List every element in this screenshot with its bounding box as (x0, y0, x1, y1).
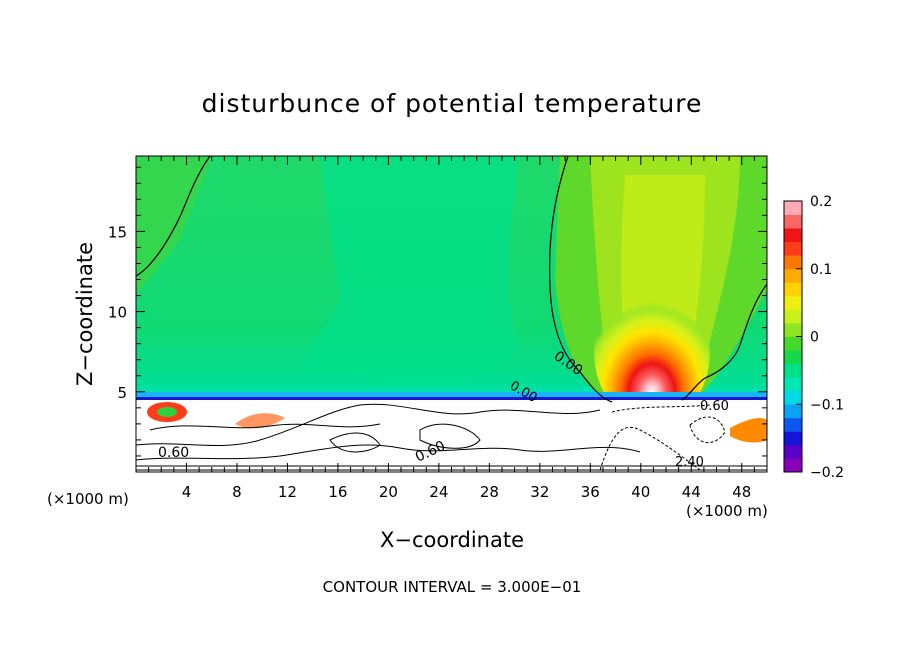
x-tick-label: 32 (530, 483, 549, 501)
x-unit-right: (×1000 m) (686, 502, 768, 520)
y-tick-label: 5 (117, 384, 127, 402)
field-upper-middle (300, 156, 520, 380)
colorbar-swatch (784, 241, 802, 256)
colorbar-swatch (784, 214, 802, 229)
plot-area (136, 156, 767, 472)
x-axis: 4 8 12 16 20 24 28 32 36 40 44 48 (148, 156, 755, 501)
colorbar-swatch (784, 282, 802, 297)
colorbar-swatch (784, 309, 802, 324)
colorbar-swatch (784, 404, 802, 419)
colorbar-swatch (784, 431, 802, 446)
contour-label: 0.60 (700, 399, 729, 414)
interface-layer (136, 392, 767, 397)
mid-warm-streak (235, 413, 285, 429)
colorbar-swatch (784, 350, 802, 364)
y-tick-label: 15 (108, 223, 127, 241)
x-tick-label: 4 (182, 483, 192, 501)
right-edge-blob (730, 417, 767, 443)
colorbar-swatch (784, 444, 802, 459)
contour-interval-note: CONTOUR INTERVAL = 3.000E−01 (323, 578, 582, 596)
colorbar-swatch (784, 377, 802, 392)
y-tick-label: 10 (108, 304, 127, 322)
colorbar-swatch (784, 458, 802, 473)
y-axis-title: Z−coordinate (73, 242, 97, 386)
contour-label: 2.40 (675, 455, 704, 470)
x-tick-label: 8 (232, 483, 242, 501)
colorbar-tick-label: −0.1 (810, 397, 844, 413)
colorbar-swatch (784, 417, 802, 432)
x-tick-label: 24 (429, 483, 448, 501)
lower-region (136, 400, 767, 472)
chart-title: disturbunce of potential temperature (202, 89, 703, 118)
contour-label: 0.60 (158, 445, 189, 461)
x-unit-left: (×1000 m) (47, 490, 129, 508)
warm-bubble (594, 280, 710, 424)
colorbar-swatch (784, 363, 802, 378)
colorbar-swatch (784, 336, 802, 351)
colorbar-swatch (784, 268, 802, 283)
x-tick-label: 48 (732, 483, 751, 501)
colorbar-swatch (784, 322, 802, 337)
colorbar-tick-label: 0 (810, 330, 819, 346)
colorbar-tick-label: 0.1 (810, 262, 832, 278)
colorbar-swatch (784, 201, 802, 215)
colorbar-swatch (784, 295, 802, 310)
x-tick-label: 28 (480, 483, 499, 501)
x-tick-label: 40 (631, 483, 650, 501)
colorbar-swatch (784, 255, 802, 270)
colorbar-tick-label: 0.2 (810, 194, 832, 210)
x-tick-label: 12 (278, 483, 297, 501)
colorbar-tick-label: −0.2 (810, 465, 844, 481)
left-warm-blob-core (157, 407, 177, 417)
colorbar-swatch (784, 228, 802, 243)
x-tick-label: 36 (581, 483, 600, 501)
zero-contours (136, 156, 767, 403)
x-tick-label: 44 (682, 483, 701, 501)
interface-layer-dark (136, 397, 767, 400)
x-tick-label: 20 (379, 483, 398, 501)
y-axis: 5 10 15 (108, 166, 767, 457)
x-axis-title: X−coordinate (380, 528, 524, 552)
colorbar-swatch (784, 390, 802, 405)
colorbar-ticks: 0.2 0.1 0 −0.1 −0.2 (796, 194, 844, 481)
x-tick-label: 16 (328, 483, 347, 501)
colorbar (783, 200, 803, 473)
